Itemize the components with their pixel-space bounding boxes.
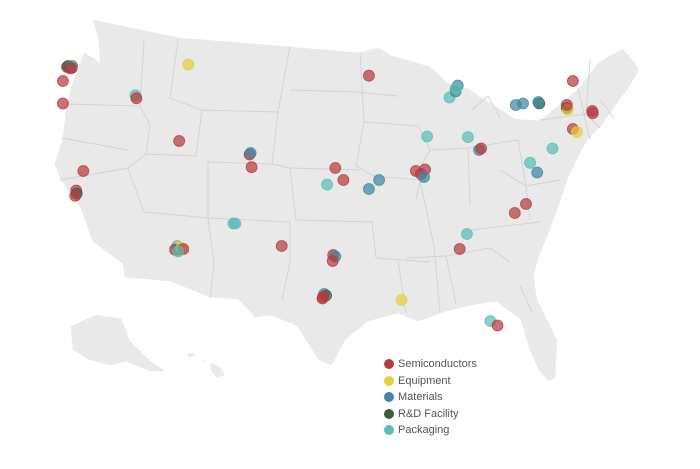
materials-swatch-icon [384,392,394,403]
legend-label: Packaging [398,424,450,437]
legend-item-packaging: Packaging [384,422,477,439]
site-marker-semiconductors [275,240,288,252]
site-marker-semiconductors [491,319,504,332]
site-marker-semiconductors [329,162,342,174]
legend-label: Equipment [398,374,451,387]
site-marker-semiconductors [69,189,82,202]
site-marker-semiconductors [77,165,90,177]
site-marker-materials [517,97,529,110]
site-marker-semiconductors [326,255,339,267]
site-marker-semiconductors [337,174,350,186]
site-marker-semiconductors [508,207,521,219]
site-marker-semiconductors [173,135,186,147]
site-marker-semiconductors [560,99,573,111]
site-marker-materials [362,183,375,195]
site-marker-semiconductors [362,69,375,82]
rnd-swatch-icon [384,408,394,419]
site-marker-materials [531,166,544,179]
site-marker-semiconductors [245,161,258,174]
legend-item-semiconductors: Semiconductors [384,356,477,373]
site-marker-semiconductors [567,75,579,87]
site-marker-semiconductors [65,62,78,75]
site-marker-materials [532,96,545,108]
site-marker-packaging [421,130,434,143]
site-marker-semiconductors [453,243,466,255]
packaging-swatch-icon [384,425,394,436]
legend-item-rnd: R&D Facility [384,406,477,423]
legend-item-materials: Materials [384,389,477,406]
site-marker-packaging [460,228,473,240]
site-marker-semiconductors [586,107,599,120]
legend-item-equipment: Equipment [384,373,477,390]
state-borders [59,39,615,315]
state-border-lines [59,39,615,315]
site-marker-semiconductors [316,292,329,305]
site-marker-semiconductors [520,198,532,210]
hawaii-land [184,351,228,379]
site-marker-packaging [449,82,462,95]
site-marker-materials [418,171,430,183]
site-marker-materials [373,174,386,186]
site-marker-packaging [546,142,559,155]
site-marker-semiconductors [57,97,69,110]
legend-label: R&D Facility [398,407,459,420]
site-marker-packaging [524,156,536,169]
site-marker-equipment [395,294,408,306]
legend: Semiconductors Equipment Materials R&D F… [384,356,477,439]
site-marker-semiconductors [475,142,488,155]
site-marker-packaging [229,217,242,230]
site-marker-equipment [571,126,583,138]
site-marker-equipment [182,58,195,71]
semiconductors-swatch-icon [384,359,394,370]
legend-label: Materials [398,391,443,404]
site-marker-semiconductors [57,75,69,87]
site-marker-materials [244,147,257,159]
site-marker-packaging [172,245,185,258]
site-marker-packaging [461,131,474,144]
site-marker-packaging [321,178,334,191]
legend-label: Semiconductors [398,358,477,371]
equipment-swatch-icon [384,375,394,386]
sites-layer [57,58,599,332]
site-marker-semiconductors [130,92,143,105]
alaska-land [69,313,171,373]
